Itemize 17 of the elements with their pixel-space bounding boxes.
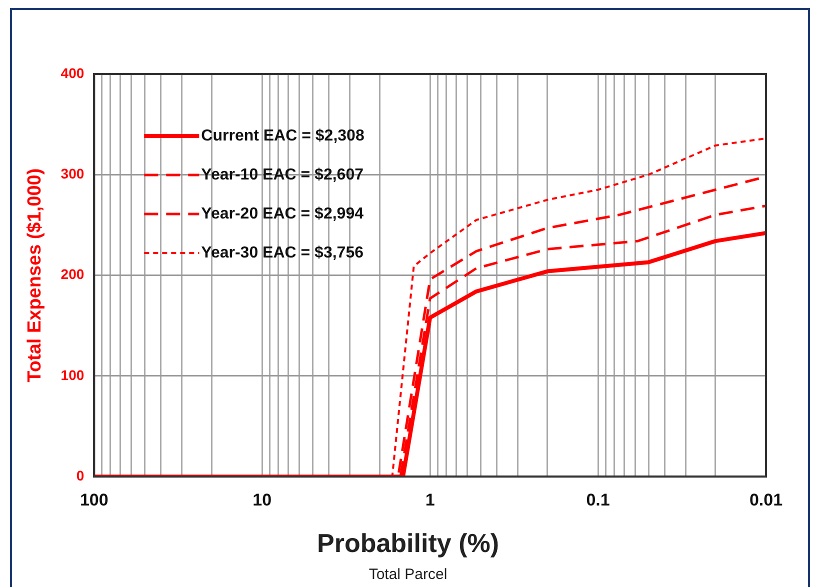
- legend-label: Year-30 EAC = $3,756: [201, 244, 364, 262]
- legend-label: Year-20 EAC = $2,994: [201, 205, 364, 222]
- x-tick-label: 10: [252, 490, 272, 510]
- text: Total Parcel: [368, 566, 448, 583]
- y-tick-label: 300: [60, 166, 84, 182]
- y-tick-label: 200: [60, 266, 84, 282]
- y-tick-label: 0: [76, 467, 84, 484]
- x-tick-label: 0.01: [749, 490, 783, 510]
- x-tick-label: 0.1: [586, 490, 610, 510]
- y-axis-title: Total Expenses ($1,000): [24, 168, 46, 382]
- legend-label: Year-10 EAC = $2,607: [201, 166, 364, 184]
- x-tick-label: 1: [425, 490, 435, 510]
- y-tick-label: 100: [60, 366, 84, 383]
- legend-label: Current EAC = $2,308: [201, 127, 364, 144]
- x-tick-label: 100: [80, 490, 108, 510]
- y-tick-label: 400: [60, 64, 84, 81]
- x-axis-title: Probability (%): [316, 528, 500, 559]
